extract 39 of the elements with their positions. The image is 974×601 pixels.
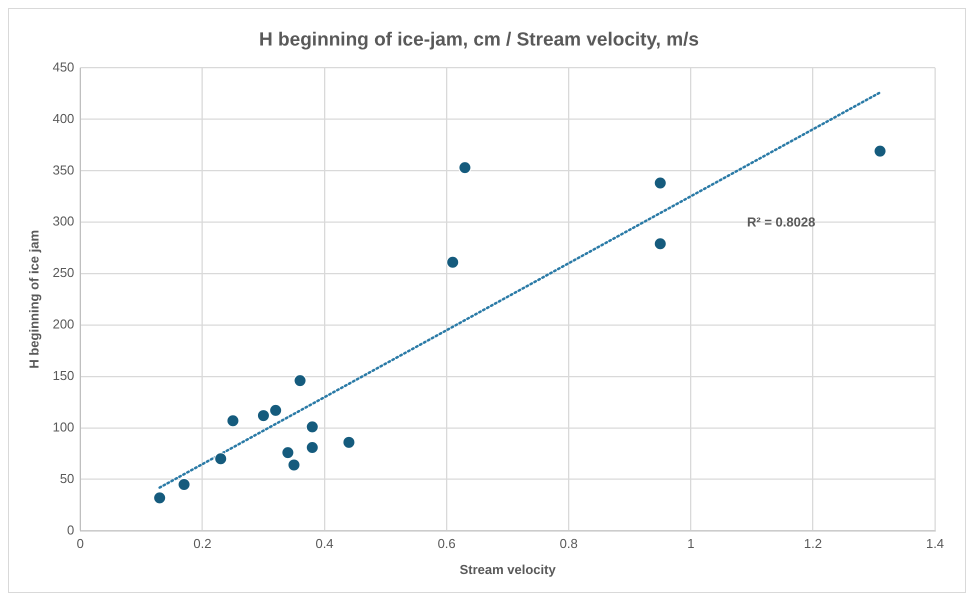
y-tick-label: 400 bbox=[52, 110, 74, 126]
point bbox=[178, 478, 191, 491]
y-axis-title: H beginning of ice jam bbox=[26, 230, 42, 369]
x-tick-label: 0.2 bbox=[193, 536, 212, 552]
x-axis-title: Stream velocity bbox=[460, 562, 556, 577]
y-tick-label: 350 bbox=[52, 162, 74, 178]
point bbox=[306, 420, 319, 434]
x-tick-label: 0.8 bbox=[560, 536, 578, 552]
y-tick-label: 300 bbox=[52, 214, 74, 229]
y-tick-label: 200 bbox=[52, 316, 74, 332]
y-tick-label: 250 bbox=[52, 265, 74, 280]
x-tick-label: 0.4 bbox=[315, 536, 334, 552]
point bbox=[342, 436, 356, 449]
point bbox=[874, 144, 887, 158]
point bbox=[446, 256, 460, 269]
chart-title: H beginning of ice-jam, cm / Stream velocity, m/s bbox=[259, 30, 699, 51]
point bbox=[458, 161, 472, 174]
x-tick-label: 1 bbox=[687, 536, 694, 552]
y-tick-label: 450 bbox=[52, 59, 74, 74]
x-tick-label: 1.2 bbox=[804, 536, 822, 552]
point bbox=[153, 491, 166, 504]
point bbox=[214, 452, 228, 466]
point bbox=[306, 440, 319, 454]
point bbox=[226, 414, 240, 428]
x-tick-label: 0.6 bbox=[438, 536, 456, 552]
x-tick-label: 1.4 bbox=[926, 536, 944, 552]
y-tick-label: 0 bbox=[67, 522, 74, 538]
annotation: R² = 0.8028 bbox=[747, 214, 816, 230]
y-tick-label: 50 bbox=[60, 470, 74, 486]
point bbox=[654, 176, 667, 190]
point bbox=[256, 409, 270, 422]
x-tick-label: 0 bbox=[76, 536, 84, 552]
point bbox=[281, 446, 294, 460]
y-tick-label: 100 bbox=[52, 419, 74, 434]
point bbox=[269, 404, 282, 417]
point bbox=[654, 237, 667, 250]
point bbox=[294, 374, 307, 388]
point bbox=[287, 458, 300, 472]
y-tick-label: 150 bbox=[52, 368, 74, 384]
